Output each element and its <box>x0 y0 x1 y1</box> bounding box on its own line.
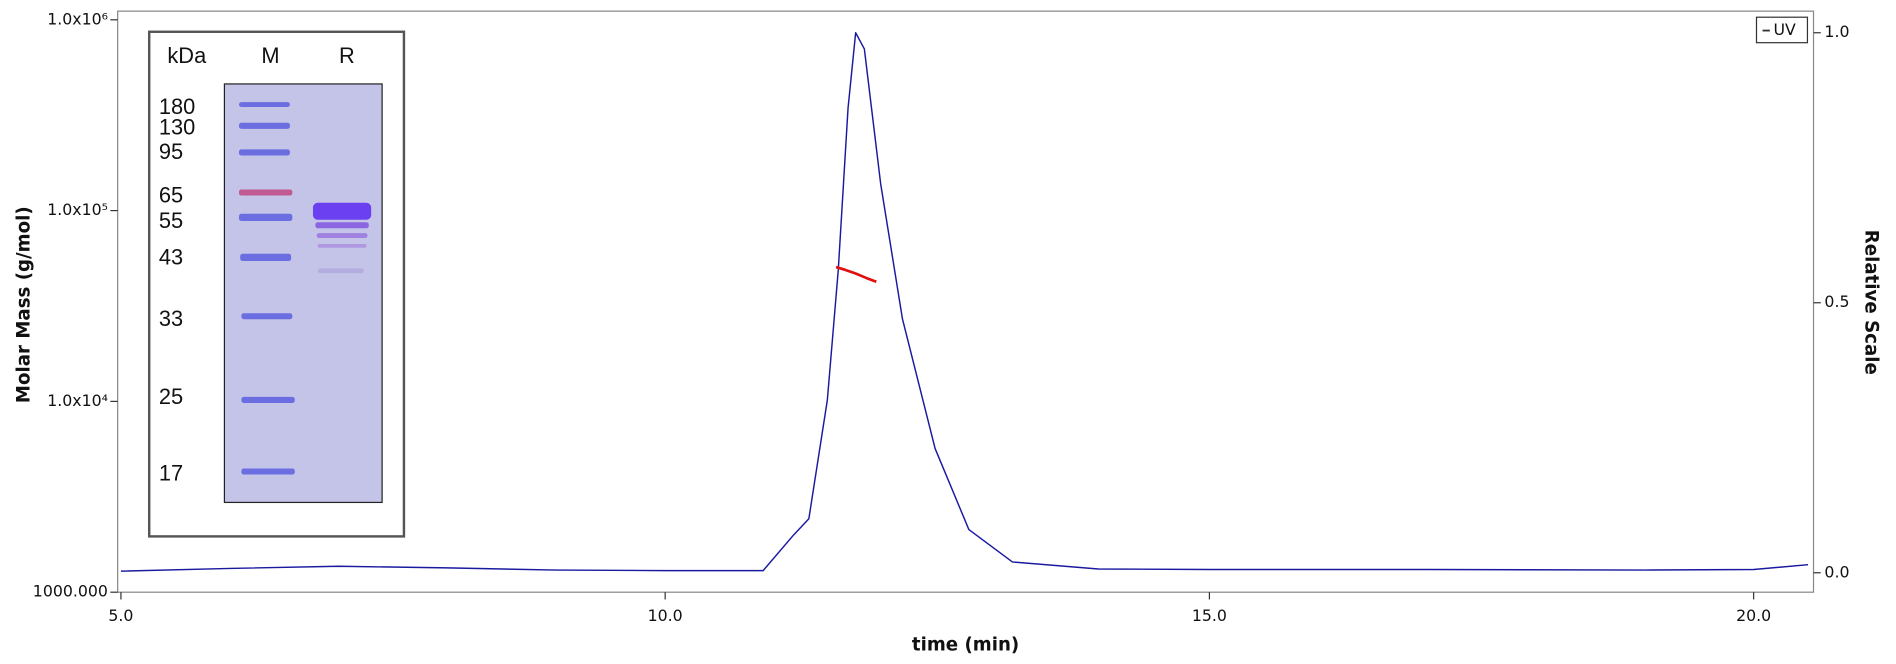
y2-tick-label: 0.0 <box>1824 562 1849 581</box>
y2-tick-label: 1.0 <box>1824 22 1849 41</box>
y-axis-title: Molar Mass (g/mol) <box>13 206 34 403</box>
plot-frame <box>117 10 1815 593</box>
marker-label: 130 <box>159 115 195 140</box>
y-tick-label: 1.0x10⁵ <box>47 200 108 219</box>
marker-label: 25 <box>159 384 183 409</box>
series-line <box>120 32 1809 572</box>
inset-header: M <box>261 43 279 68</box>
marker-label: 43 <box>159 244 183 269</box>
y2-tick-label: 0.5 <box>1824 292 1849 311</box>
y2-axis-title: Relative Scale <box>1861 230 1882 375</box>
y-tick-label: 1000.000 <box>33 582 108 601</box>
gel <box>223 83 383 504</box>
legend-label: UV <box>1773 20 1796 39</box>
y-tick-label: 1.0x10⁴ <box>47 391 108 410</box>
marker-label: 180 <box>159 94 195 119</box>
marker-label: 55 <box>159 208 183 233</box>
series-line <box>835 265 877 283</box>
marker-label: 33 <box>159 306 183 331</box>
x-tick-label: 20.0 <box>1736 606 1771 625</box>
marker-label: 95 <box>159 139 183 164</box>
inset-header: kDa <box>167 43 207 68</box>
marker-bands <box>238 102 295 475</box>
x-tick-label: 10.0 <box>648 606 683 625</box>
y-tick-label: 1.0x10⁶ <box>47 9 108 28</box>
inset-header: R <box>339 43 355 68</box>
sample-bands <box>312 202 372 274</box>
marker-label: 65 <box>159 183 183 208</box>
x-axis-title: time (min) <box>912 635 1019 656</box>
marker-label: 17 <box>159 460 183 485</box>
gel-inset: kDa M R <box>147 30 406 538</box>
x-tick-label: 5.0 <box>108 606 133 625</box>
x-tick-label: 15.0 <box>1192 606 1227 625</box>
